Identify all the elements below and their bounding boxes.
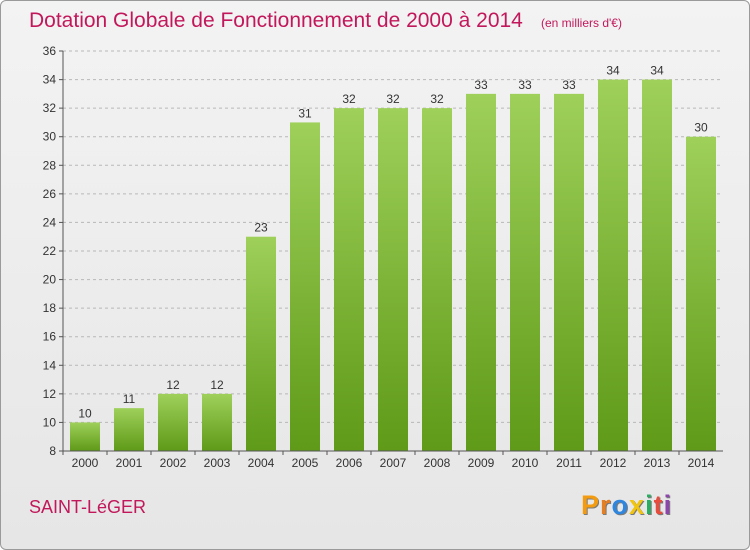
y-tick-label: 36 [43, 44, 57, 58]
logo-letter: x [629, 490, 646, 520]
bar [246, 236, 276, 451]
bar [642, 79, 672, 452]
data-label: 10 [78, 406, 92, 420]
bar [158, 393, 188, 451]
y-tick-label: 26 [43, 187, 57, 201]
x-tick-label: 2001 [116, 456, 143, 470]
bar [202, 393, 232, 451]
bar [290, 122, 320, 451]
x-tick-label: 2004 [248, 456, 275, 470]
y-tick-label: 14 [43, 358, 57, 372]
x-tick-label: 2005 [292, 456, 319, 470]
y-tick-label: 18 [43, 301, 57, 315]
bar [422, 108, 452, 452]
data-label: 31 [298, 106, 312, 120]
x-tick-label: 2002 [160, 456, 187, 470]
logo-letter: r [600, 490, 612, 520]
logo-letter: i [645, 490, 654, 520]
y-tick-label: 20 [43, 273, 57, 287]
commune-name: SAINT-LéGER [29, 497, 147, 517]
logo-letter: i [663, 490, 673, 520]
chart-title: Dotation Globale de Fonctionnement de 20… [29, 9, 523, 32]
data-label: 23 [254, 221, 268, 235]
bar [334, 108, 364, 452]
chart-unit: (en milliers d'€) [541, 16, 622, 30]
logo-letter: t [653, 490, 664, 520]
bar [554, 93, 584, 451]
data-label: 32 [342, 92, 356, 106]
data-label: 32 [386, 92, 400, 106]
data-label: 33 [474, 78, 488, 92]
bar [510, 93, 540, 451]
bar [378, 108, 408, 452]
x-tick-label: 2000 [72, 456, 99, 470]
y-tick-label: 22 [43, 244, 57, 258]
y-tick-label: 8 [49, 444, 56, 458]
bar [114, 408, 144, 451]
x-tick-label: 2008 [424, 456, 451, 470]
data-label: 30 [694, 121, 708, 135]
y-tick-label: 28 [43, 158, 57, 172]
data-label: 33 [518, 78, 532, 92]
x-tick-label: 2007 [380, 456, 407, 470]
bar [598, 79, 628, 452]
data-label: 11 [123, 392, 136, 406]
x-tick-label: 2011 [556, 456, 582, 470]
bar [466, 93, 496, 451]
bar [70, 422, 100, 451]
bar [686, 136, 716, 451]
x-tick-label: 2009 [468, 456, 495, 470]
proxiti-logo[interactable]: Proxiti [581, 490, 672, 521]
data-label: 12 [210, 378, 224, 392]
data-label: 12 [166, 378, 180, 392]
x-tick-label: 2014 [688, 456, 715, 470]
x-tick-label: 2012 [600, 456, 627, 470]
y-tick-label: 12 [43, 387, 57, 401]
y-tick-label: 34 [43, 73, 57, 87]
x-tick-label: 2006 [336, 456, 363, 470]
data-label: 34 [606, 64, 620, 78]
y-tick-label: 30 [43, 130, 57, 144]
x-tick-label: 2003 [204, 456, 231, 470]
y-tick-label: 10 [43, 415, 57, 429]
data-label: 32 [430, 92, 444, 106]
data-label: 34 [650, 64, 664, 78]
logo-letter: o [611, 490, 630, 520]
y-tick-label: 24 [43, 215, 57, 229]
y-tick-label: 16 [43, 330, 57, 344]
data-label: 33 [562, 78, 576, 92]
x-tick-label: 2013 [644, 456, 671, 470]
y-tick-label: 32 [43, 101, 57, 115]
logo-letter: P [581, 490, 601, 520]
x-tick-label: 2010 [512, 456, 539, 470]
